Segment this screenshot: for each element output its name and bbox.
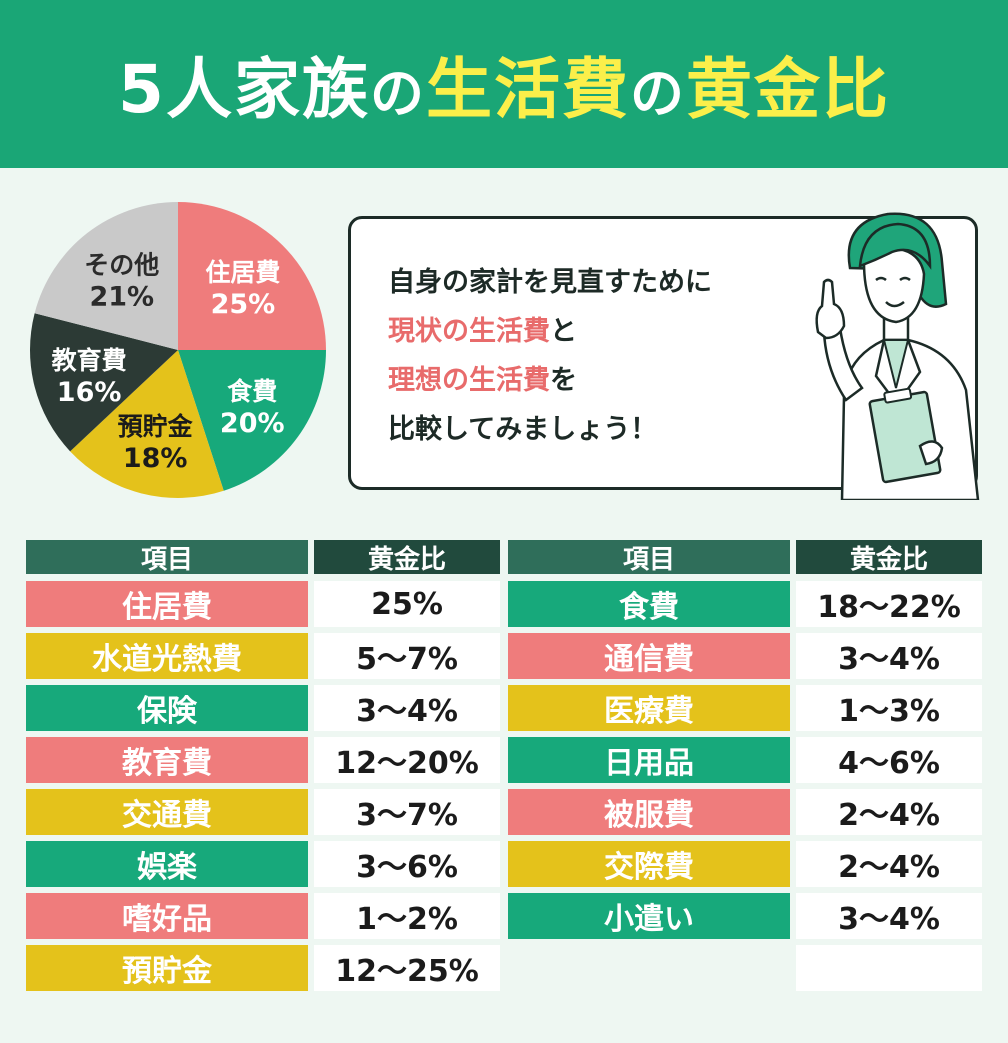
table-left-header-ratio: 黄金比 xyxy=(314,540,500,575)
table-left-item-cell: 娯楽 xyxy=(26,841,308,887)
speech-line-4: 比較してみましょう！ xyxy=(388,414,658,445)
pie-slice-2 xyxy=(70,350,224,499)
table-right-value-cell: 3〜4% xyxy=(796,633,982,679)
table-right-item-cell: 医療費 xyxy=(508,685,790,731)
pie-value-2: 18% xyxy=(123,443,188,474)
speech-current-cost: 現状の生活費 xyxy=(388,316,550,347)
inner-shirt xyxy=(882,339,910,389)
table-right-value-cell: 2〜4% xyxy=(796,841,982,887)
speech-line-3-suffix: を xyxy=(550,365,577,396)
table-left-item-cell: 水道光熱費 xyxy=(26,633,308,679)
title-part-no2: の xyxy=(629,62,686,125)
speech-line-3: 理想の生活費を xyxy=(388,356,712,405)
speech-text: 自身の家計を見直すために 現状の生活費と 理想の生活費を 比較してみましょう！ xyxy=(388,258,712,454)
pie-slice-1 xyxy=(178,350,326,491)
woman-illustration xyxy=(815,212,980,500)
pie-value-3: 16% xyxy=(57,377,122,408)
holding-hand xyxy=(918,440,944,466)
title-part-golden-ratio: 黄金比 xyxy=(685,51,890,128)
pie-label-0: 住居費 xyxy=(205,258,280,287)
table-right-item-cell: 日用品 xyxy=(508,737,790,783)
table-left-value-cell: 12〜25% xyxy=(314,945,500,991)
table-right-item-cell: 食費 xyxy=(508,581,790,627)
table-left-item-cell: 嗜好品 xyxy=(26,893,308,939)
table-left-value-cell: 25% xyxy=(314,581,500,627)
table-left-item-cell: 教育費 xyxy=(26,737,308,783)
page-title: 5人家族の生活費の黄金比 xyxy=(118,36,890,132)
pie-label-2: 預貯金 xyxy=(118,412,194,441)
table-left-item-cell: 預貯金 xyxy=(26,945,308,991)
table-left-value-cell: 3〜4% xyxy=(314,685,500,731)
pie-label-3: 教育費 xyxy=(52,346,127,375)
speech-line-2-suffix: と xyxy=(550,316,577,347)
table-right-empty-cell xyxy=(796,945,982,991)
title-part-family: 5人家族 xyxy=(118,51,370,128)
mouth xyxy=(885,300,905,308)
table-right-value-cell: 3〜4% xyxy=(796,893,982,939)
table-right-header-ratio: 黄金比 xyxy=(796,540,982,575)
table-left-value-cell: 3〜7% xyxy=(314,789,500,835)
table-right-header-item: 項目 xyxy=(508,540,790,575)
header-banner: 5人家族の生活費の黄金比 xyxy=(0,0,1008,168)
table-right-value-cell: 1〜3% xyxy=(796,685,982,731)
table-right-item-cell: 交際費 xyxy=(508,841,790,887)
title-part-no1: の xyxy=(369,62,426,125)
pie-label-1: 食費 xyxy=(227,377,277,406)
table-left-item-cell: 住居費 xyxy=(26,581,308,627)
pie-value-4: 21% xyxy=(89,281,154,312)
pie-label-4: その他 xyxy=(84,250,159,279)
table-left-value-cell: 5〜7% xyxy=(314,633,500,679)
hair-fringe xyxy=(858,222,932,270)
speech-line-1: 自身の家計を見直すために xyxy=(388,267,712,298)
clipboard-clip xyxy=(883,387,913,404)
pointing-hand xyxy=(815,278,846,340)
pie-slice-0 xyxy=(178,202,326,350)
table-right-value-cell: 4〜6% xyxy=(796,737,982,783)
pie-slice-3 xyxy=(30,313,179,452)
clipboard xyxy=(868,390,942,484)
table-left-value-cell: 12〜20% xyxy=(314,737,500,783)
table-right-item-cell: 小遣い xyxy=(508,893,790,939)
speech-ideal-cost: 理想の生活費 xyxy=(388,365,550,396)
table-right-item-cell: 被服費 xyxy=(508,789,790,835)
right-eye xyxy=(899,276,911,282)
title-part-living-cost: 生活費 xyxy=(425,51,630,128)
table-left-value-cell: 1〜2% xyxy=(314,893,500,939)
table-left-item-cell: 交通費 xyxy=(26,789,308,835)
table-right-value-cell: 18〜22% xyxy=(796,581,982,627)
pie-value-1: 20% xyxy=(220,408,285,439)
table-right-value-cell: 2〜4% xyxy=(796,789,982,835)
speech-line-2: 現状の生活費と xyxy=(388,307,712,356)
table-left-header-item: 項目 xyxy=(26,540,308,575)
pie-value-0: 25% xyxy=(211,289,276,320)
pie-slice-4 xyxy=(34,202,179,350)
table-left-item-cell: 保険 xyxy=(26,685,308,731)
table-right-item-cell: 通信費 xyxy=(508,633,790,679)
left-eye xyxy=(875,276,887,282)
table-left-value-cell: 3〜6% xyxy=(314,841,500,887)
